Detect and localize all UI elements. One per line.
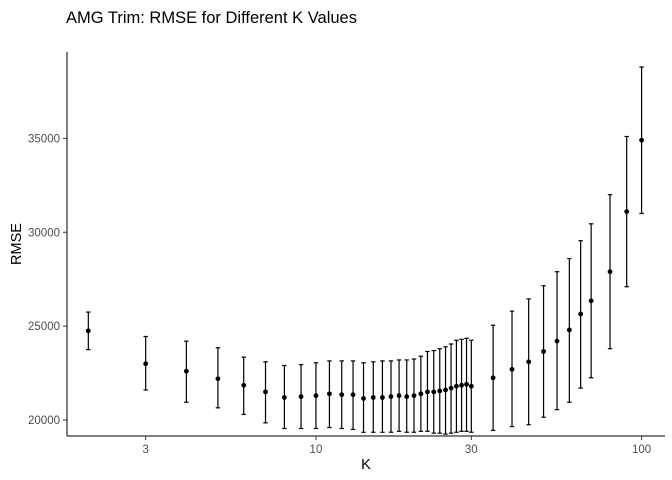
rmse-point [490, 375, 496, 381]
data-point-k-24 [437, 348, 443, 434]
data-point-k-8 [281, 364, 287, 430]
data-point-k-19 [404, 359, 410, 433]
data-point-k-9 [298, 364, 304, 430]
chart-title: AMG Trim: RMSE for Different K Values [66, 9, 357, 27]
rmse-point [454, 383, 459, 389]
rmse-point [143, 361, 149, 367]
rmse-point [350, 392, 356, 398]
rmse-point [588, 298, 594, 304]
rmse-point [388, 394, 394, 399]
data-point-k-29 [464, 337, 469, 432]
rmse-point [607, 269, 613, 275]
rmse-point [361, 396, 366, 401]
data-point-k-70 [588, 223, 594, 379]
rmse-point [215, 376, 221, 382]
data-point-k-4 [183, 340, 189, 403]
rmse-point [241, 382, 247, 388]
data-point-k-21 [418, 355, 424, 432]
data-point-k-90 [624, 135, 630, 288]
x-tick-label: 30 [465, 444, 478, 456]
data-point-k-40 [509, 310, 515, 428]
data-point-k-26 [448, 343, 454, 434]
data-point-k-30 [468, 339, 474, 433]
rmse-point [396, 393, 402, 399]
data-point-k-100 [639, 66, 644, 215]
y-tick-label: 20000 [28, 415, 60, 427]
data-point-k-16 [380, 360, 385, 433]
rmse-point [437, 388, 443, 394]
data-point-k-65 [578, 240, 584, 389]
data-point-k-5 [215, 347, 221, 409]
data-point-k-12 [339, 360, 345, 430]
rmse-point [448, 385, 454, 391]
x-ticks: 3 10 30 100 [142, 436, 651, 456]
rmse-point [327, 391, 332, 397]
rmse-point [639, 137, 644, 143]
rmse-point [509, 366, 515, 372]
rmse-point [459, 382, 464, 388]
data-point-k-20 [411, 358, 417, 433]
y-axis-title: RMSE [9, 223, 25, 265]
data-point-k-13 [350, 360, 356, 431]
rmse-point [418, 391, 424, 397]
data-point-k-45 [526, 298, 532, 426]
data-point-k-50 [541, 285, 546, 418]
data-point-k-22 [425, 350, 430, 432]
rmse-point [313, 393, 319, 399]
rmse-point [411, 393, 417, 399]
rmse-point [263, 389, 268, 395]
rmse-point [468, 383, 474, 389]
rmse-point [526, 359, 532, 365]
rmse-point [566, 327, 572, 333]
rmse-point [183, 368, 189, 374]
axes: 3 10 30 100 20000 25000 30000 35000 [28, 52, 665, 456]
x-tick-label: 3 [142, 444, 148, 456]
rmse-point [370, 395, 376, 400]
rmse-point [425, 389, 430, 395]
data-point-k-28 [459, 338, 464, 432]
rmse-point [339, 392, 345, 398]
x-axis-title: K [361, 457, 371, 473]
data-point-k-25 [443, 346, 448, 435]
data-point-k-14 [361, 362, 366, 433]
y-tick-label: 25000 [28, 321, 60, 333]
data-point-k-80 [607, 194, 613, 350]
rmse-point [281, 395, 287, 400]
rmse-point [431, 389, 437, 395]
data-point-k-15 [370, 361, 376, 433]
data-point-k-23 [431, 349, 437, 434]
rmse-point [85, 328, 91, 334]
data-point-k-10 [313, 362, 319, 430]
y-tick-label: 30000 [28, 227, 60, 239]
data-point-k-18 [396, 359, 402, 432]
data-point-k-2 [85, 311, 91, 351]
x-tick-label: 10 [310, 444, 323, 456]
data-point-k-6 [241, 356, 247, 416]
rmse-point [380, 395, 385, 400]
data-point-k-11 [327, 360, 332, 429]
data-point-k-3 [143, 335, 149, 391]
data-point-k-60 [566, 257, 572, 403]
data-point-k-35 [490, 324, 496, 431]
rmse-point [404, 394, 410, 399]
y-tick-label: 35000 [28, 133, 60, 145]
data-point-k-7 [263, 361, 268, 424]
data-point-k-27 [454, 339, 459, 433]
rmse-point [298, 394, 304, 399]
rmse-point [578, 311, 584, 317]
x-tick-label: 100 [632, 444, 651, 456]
data-marks [85, 66, 644, 435]
data-point-k-17 [388, 360, 394, 433]
rmse-point [624, 209, 630, 215]
rmse-point [541, 349, 546, 354]
rmse-point [554, 338, 560, 344]
rmse-point [464, 381, 469, 387]
y-ticks: 20000 25000 30000 35000 [28, 133, 67, 427]
data-point-k-55 [554, 271, 560, 411]
rmse-point [443, 387, 448, 393]
